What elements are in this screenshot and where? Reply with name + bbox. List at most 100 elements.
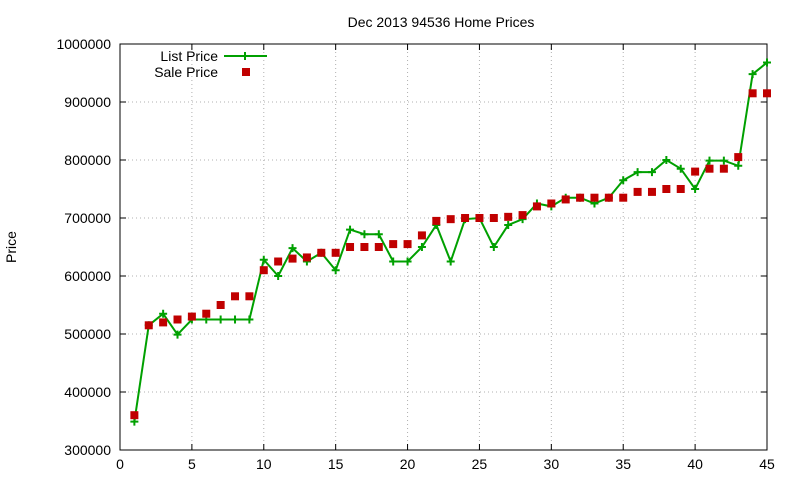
sale-price-point	[561, 195, 570, 204]
list-price-point	[360, 230, 369, 239]
sale-price-point	[216, 301, 225, 309]
sale-price-point	[346, 243, 355, 251]
x-tick-label: 10	[256, 456, 272, 472]
x-tick-label: 0	[116, 456, 124, 472]
sale-price-point	[461, 214, 470, 222]
y-axis-label: Price	[3, 231, 19, 263]
list-price-point	[231, 315, 240, 324]
sale-price-point	[676, 185, 685, 193]
list-price-point	[763, 58, 771, 67]
list-price-point	[417, 243, 426, 251]
y-tick-label: 900000	[64, 94, 111, 110]
sale-price-point	[590, 193, 599, 202]
sale-price-point	[374, 243, 383, 251]
list-price-point	[691, 185, 700, 193]
list-price-point	[504, 220, 513, 229]
list-price-point	[216, 315, 225, 324]
list-price-line	[133, 61, 768, 422]
sale-price-point	[647, 187, 656, 196]
list-price-point	[346, 225, 355, 234]
list-price-point	[734, 161, 743, 170]
chart-title: Dec 2013 94536 Home Prices	[348, 14, 535, 30]
legend-label: List Price	[160, 48, 218, 64]
x-tick-label: 20	[400, 456, 416, 472]
sale-price-point	[173, 315, 182, 324]
list-price-point	[159, 309, 168, 318]
sale-price-point	[274, 257, 283, 266]
y-tick-label: 600000	[64, 268, 111, 284]
sale-price-point	[604, 193, 613, 202]
sale-price-point	[691, 167, 700, 176]
legend-marker-list-price	[241, 52, 249, 60]
sale-price-point	[633, 187, 642, 196]
y-tick-label: 300000	[64, 442, 111, 458]
sale-price-point	[360, 243, 369, 251]
x-tick-label: 30	[544, 456, 560, 472]
sale-price-point	[159, 318, 168, 327]
sale-price-point	[504, 212, 513, 221]
sale-price-point	[331, 248, 340, 257]
sale-price-point	[748, 89, 757, 98]
x-tick-label: 40	[687, 456, 703, 472]
list-price-point	[647, 168, 656, 177]
list-price-point	[245, 315, 254, 324]
list-price-point	[259, 255, 268, 264]
sale-price-point	[619, 193, 628, 202]
list-price-point	[374, 230, 383, 239]
list-price-point	[676, 164, 685, 173]
sale-price-point	[417, 231, 426, 240]
sale-price-point	[719, 164, 728, 173]
sale-price-point	[317, 248, 326, 257]
y-tick-label: 1000000	[56, 36, 111, 52]
x-tick-label: 35	[615, 456, 631, 472]
sale-price-point	[259, 266, 268, 275]
y-tick-label: 800000	[64, 152, 111, 168]
sale-price-point	[518, 211, 527, 220]
list-price-point	[719, 156, 728, 165]
series-lines	[133, 61, 768, 422]
sale-price-point	[202, 309, 211, 318]
sale-price-point	[489, 214, 498, 222]
list-price-point	[446, 257, 455, 266]
list-price-point	[403, 257, 412, 266]
list-price-point	[619, 176, 628, 185]
sale-price-point	[144, 321, 153, 330]
y-tick-label: 400000	[64, 384, 111, 400]
sale-price-point	[763, 89, 771, 98]
sale-price-point	[705, 164, 714, 173]
grid	[120, 44, 767, 450]
list-price-point	[331, 266, 340, 275]
sale-price-point	[475, 214, 484, 222]
x-tick-label: 5	[188, 456, 196, 472]
sale-price-point	[389, 240, 398, 249]
list-price-point	[288, 244, 297, 253]
y-tick-label: 700000	[64, 210, 111, 226]
sale-price-point	[403, 240, 412, 249]
list-price-point	[748, 70, 757, 79]
y-tick-label: 500000	[64, 326, 111, 342]
list-price-point	[662, 156, 671, 164]
sale-price-point	[662, 185, 671, 193]
sale-price-point	[231, 292, 240, 301]
list-price-point	[274, 272, 283, 280]
list-price-point	[705, 156, 714, 165]
axis-ticks: 0 5 10 15 20 25 30 35 40 45 300000 400000 500000 6000…	[56, 36, 775, 472]
sale-price-point	[547, 199, 556, 208]
sale-price-point	[302, 253, 311, 262]
sale-price-point	[532, 202, 541, 211]
list-price-point	[173, 330, 182, 339]
sale-price-point	[187, 312, 196, 321]
x-tick-label: 15	[328, 456, 344, 472]
sale-price-point	[734, 153, 743, 162]
sale-price-point	[576, 193, 585, 202]
list-price-point	[633, 168, 642, 177]
sale-price-point	[446, 215, 455, 224]
sale-price-point	[288, 254, 297, 263]
x-tick-label: 45	[759, 456, 775, 472]
list-price-point	[489, 243, 498, 251]
legend-label: Sale Price	[154, 64, 218, 80]
sale-price-point	[432, 216, 441, 225]
x-tick-label: 25	[472, 456, 488, 472]
